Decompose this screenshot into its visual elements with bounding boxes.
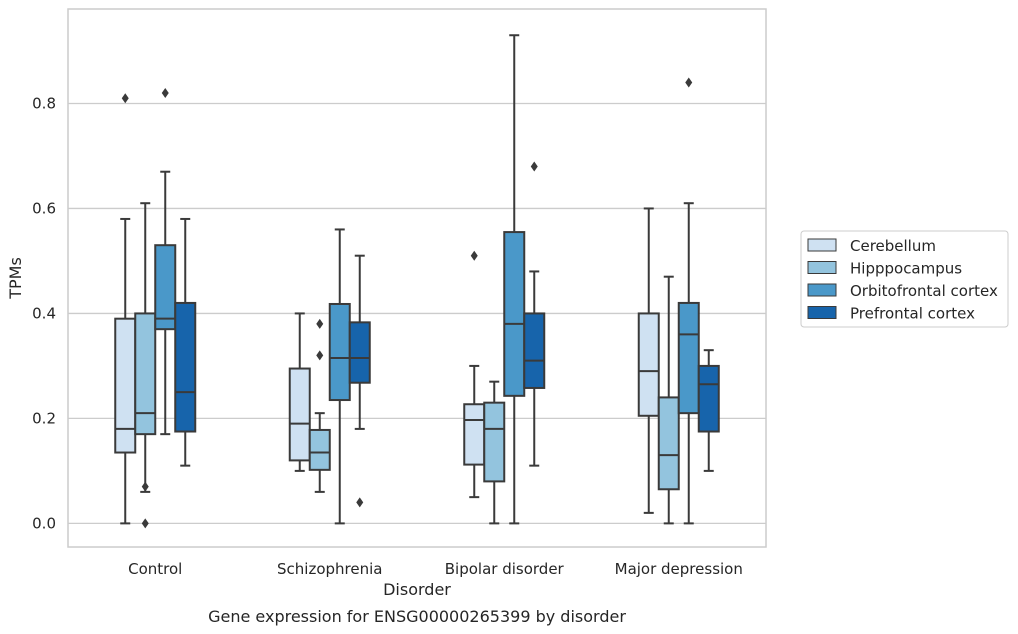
x-tick-label: Schizophrenia: [277, 560, 382, 578]
box-group: [677, 77, 700, 525]
legend-box: [800, 230, 1009, 328]
legend-label: Cerebellum: [850, 237, 936, 255]
box-group: [503, 34, 526, 525]
outlier-point: [470, 250, 478, 261]
legend-swatch: [807, 306, 837, 319]
box: [328, 302, 351, 402]
outlier-point: [316, 318, 324, 329]
legend-swatch: [807, 238, 837, 252]
box-group: [154, 87, 177, 436]
box: [308, 428, 331, 471]
outlier-point: [121, 93, 129, 104]
box-plot-marks: [114, 34, 720, 529]
box-group: [114, 93, 137, 525]
box-group: [134, 202, 157, 529]
box-group: [308, 318, 331, 493]
box-group: [697, 349, 720, 472]
outlier-point: [161, 87, 169, 98]
y-tick-label: 0.4: [32, 304, 56, 322]
outlier-point: [685, 77, 693, 88]
box: [114, 317, 137, 454]
box: [463, 403, 486, 466]
x-axis-title: Disorder: [383, 580, 451, 599]
legend: Cerebellum Hipppocampus Orbitofrontal cort…: [800, 230, 1009, 328]
legend-label: Orbitofrontal cortex: [850, 282, 998, 300]
outlier-point: [141, 518, 149, 529]
box-group: [288, 312, 311, 472]
box: [348, 321, 371, 384]
box: [134, 312, 157, 436]
chart-caption: Gene expression for ENSG00000265399 by d…: [208, 607, 626, 626]
y-tick-label: 0.2: [32, 409, 56, 427]
box: [503, 231, 526, 397]
box-group: [174, 217, 197, 467]
x-tick-label: Control: [128, 560, 182, 578]
box: [154, 244, 177, 331]
legend-swatch: [807, 261, 837, 274]
box: [637, 312, 660, 417]
box: [523, 312, 546, 389]
y-tick-label: 0.6: [32, 199, 56, 217]
x-tick-label: Bipolar disorder: [445, 560, 565, 578]
box: [677, 301, 700, 415]
y-axis-title: TPMs: [6, 257, 25, 300]
outlier-point: [316, 350, 324, 361]
legend-label: Prefrontal cortex: [850, 305, 975, 323]
box-group: [348, 254, 371, 508]
box: [288, 367, 311, 462]
box-group: [657, 275, 680, 525]
x-tick-label: Major depression: [615, 560, 743, 578]
box: [483, 401, 506, 483]
plot-frame: [67, 8, 767, 548]
box-group: [483, 380, 506, 525]
box: [657, 396, 680, 491]
outlier-point: [530, 161, 538, 172]
y-tick-label: 0.8: [32, 94, 56, 112]
y-tick-label: 0.0: [32, 514, 56, 532]
y-axis-ticks: 0.0 0.2 0.4 0.6 0.8: [32, 94, 56, 532]
box: [697, 364, 720, 433]
outlier-point: [356, 497, 364, 508]
legend-label: Hipppocampus: [850, 260, 962, 278]
box-group: [637, 207, 660, 514]
legend-swatch: [807, 283, 837, 297]
box-group: [463, 250, 486, 499]
box-group: [328, 228, 351, 525]
x-axis-ticks: Control Schizophrenia Bipolar disorder Majo…: [128, 560, 743, 578]
outlier-point: [141, 481, 149, 492]
box-group: [523, 161, 546, 467]
box: [174, 301, 197, 433]
